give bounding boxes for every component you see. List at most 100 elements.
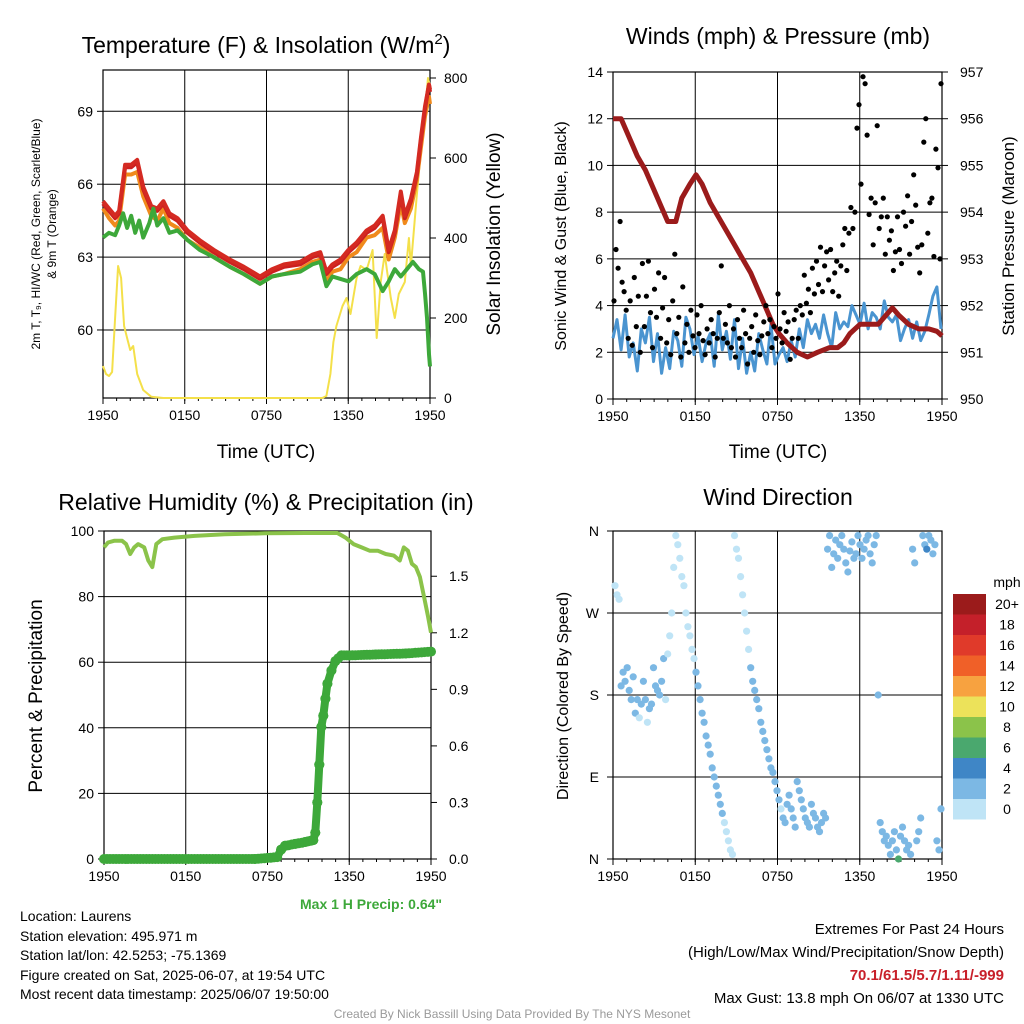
gust-point bbox=[856, 102, 862, 108]
gust-point bbox=[759, 333, 765, 339]
x-tick-label: 1350 bbox=[844, 408, 875, 424]
direction-point bbox=[931, 541, 939, 549]
gust-point bbox=[734, 317, 741, 323]
direction-point bbox=[933, 837, 941, 845]
direction-point bbox=[817, 819, 826, 827]
gust-point bbox=[791, 317, 797, 323]
direction-point bbox=[688, 645, 696, 654]
gust-point bbox=[670, 298, 676, 304]
gust-point bbox=[761, 319, 767, 325]
gust-point bbox=[915, 244, 921, 250]
gust-point bbox=[732, 354, 739, 360]
gust-point bbox=[789, 335, 795, 341]
gust-point bbox=[736, 335, 743, 341]
gust-point bbox=[716, 310, 722, 316]
direction-point bbox=[866, 550, 874, 558]
y-tick-label: 2 bbox=[595, 344, 603, 360]
gust-point bbox=[747, 335, 753, 341]
y2-tick-label: 0.9 bbox=[449, 681, 469, 697]
gust-point bbox=[619, 279, 625, 285]
gust-point bbox=[635, 293, 641, 299]
direction-point bbox=[935, 846, 943, 854]
gust-point bbox=[903, 223, 909, 229]
direction-point bbox=[676, 554, 684, 562]
gust-point bbox=[718, 263, 724, 269]
precip-point bbox=[320, 693, 331, 704]
gust-point bbox=[633, 324, 639, 330]
direction-point bbox=[860, 545, 868, 553]
gust-point bbox=[611, 298, 617, 304]
gust-point bbox=[757, 352, 763, 358]
gust-point bbox=[623, 307, 629, 313]
direction-point bbox=[858, 554, 866, 562]
extremes-values: 70.1/61.5/5.7/1.11/-999 bbox=[849, 967, 1004, 984]
gust-point bbox=[933, 146, 939, 152]
precip-point bbox=[310, 827, 321, 838]
direction-point bbox=[682, 609, 690, 617]
precip-point bbox=[272, 852, 283, 863]
direction-point bbox=[822, 814, 830, 822]
direction-point bbox=[722, 828, 731, 836]
precip-point bbox=[318, 710, 329, 721]
series-temp bbox=[101, 82, 432, 279]
gust-point bbox=[921, 139, 927, 145]
gust-point bbox=[803, 300, 810, 306]
x-tick-label: 1950 bbox=[88, 868, 119, 884]
legend-swatch bbox=[953, 799, 986, 820]
direction-point bbox=[623, 664, 631, 672]
direction-point bbox=[734, 554, 743, 562]
y2-tick-label: 951 bbox=[960, 344, 984, 360]
direction-point bbox=[696, 696, 704, 704]
direction-point bbox=[664, 650, 672, 658]
legend-label: 2 bbox=[1003, 781, 1011, 797]
direction-point bbox=[757, 718, 765, 726]
station-location: Location: Laurens bbox=[20, 908, 132, 924]
winds-pressure-chart: 0 2 4 6 8 10 12 14 950 951 952 953 954 955 956 957 1950 0… bbox=[553, 23, 1018, 463]
gust-point bbox=[682, 340, 688, 346]
gust-point bbox=[815, 281, 822, 288]
gust-point bbox=[832, 270, 838, 276]
direction-point bbox=[668, 609, 676, 617]
gust-point bbox=[864, 132, 870, 138]
gust-point bbox=[730, 326, 737, 332]
gust-point bbox=[840, 242, 846, 248]
direction-point bbox=[905, 841, 913, 849]
chart-title: Winds (mph) & Pressure (mb) bbox=[626, 23, 930, 49]
direction-point bbox=[864, 532, 872, 540]
direction-point bbox=[712, 782, 720, 790]
gust-point bbox=[755, 338, 761, 344]
y-tick-label: 69 bbox=[77, 103, 93, 119]
x-tick-label: 1950 bbox=[926, 408, 957, 424]
gust-point bbox=[751, 349, 757, 355]
gust-point bbox=[664, 340, 670, 346]
direction-point bbox=[799, 805, 807, 813]
y-tick-label: 20 bbox=[78, 785, 94, 801]
direction-point bbox=[783, 800, 791, 808]
chart-title: Temperature (F) & Insolation (W/m2) bbox=[82, 31, 451, 58]
plot-frame bbox=[612, 71, 943, 400]
gust-point bbox=[613, 246, 619, 253]
gust-point bbox=[696, 331, 702, 337]
extremes-title: Extremes For Past 24 Hours bbox=[814, 921, 1004, 938]
x-tick-label: 1950 bbox=[87, 407, 118, 423]
x-tick-label: 1950 bbox=[414, 407, 445, 423]
direction-point bbox=[832, 536, 840, 544]
gust-point bbox=[824, 249, 830, 255]
gust-point bbox=[894, 214, 901, 220]
gust-point bbox=[639, 260, 646, 267]
gust-point bbox=[656, 270, 662, 276]
gust-point bbox=[781, 310, 787, 316]
x-tick-label: 1950 bbox=[415, 868, 446, 884]
y2-tick-label: 956 bbox=[960, 111, 984, 127]
direction-point bbox=[919, 532, 927, 540]
direction-point bbox=[913, 837, 921, 845]
gust-point bbox=[692, 345, 698, 351]
x-tick-label: 0150 bbox=[170, 868, 201, 884]
gust-point bbox=[838, 263, 844, 269]
gust-point bbox=[690, 333, 696, 339]
gust-point bbox=[694, 312, 700, 318]
gust-point bbox=[749, 324, 755, 330]
gust-point bbox=[935, 165, 941, 171]
gust-point bbox=[649, 345, 656, 351]
